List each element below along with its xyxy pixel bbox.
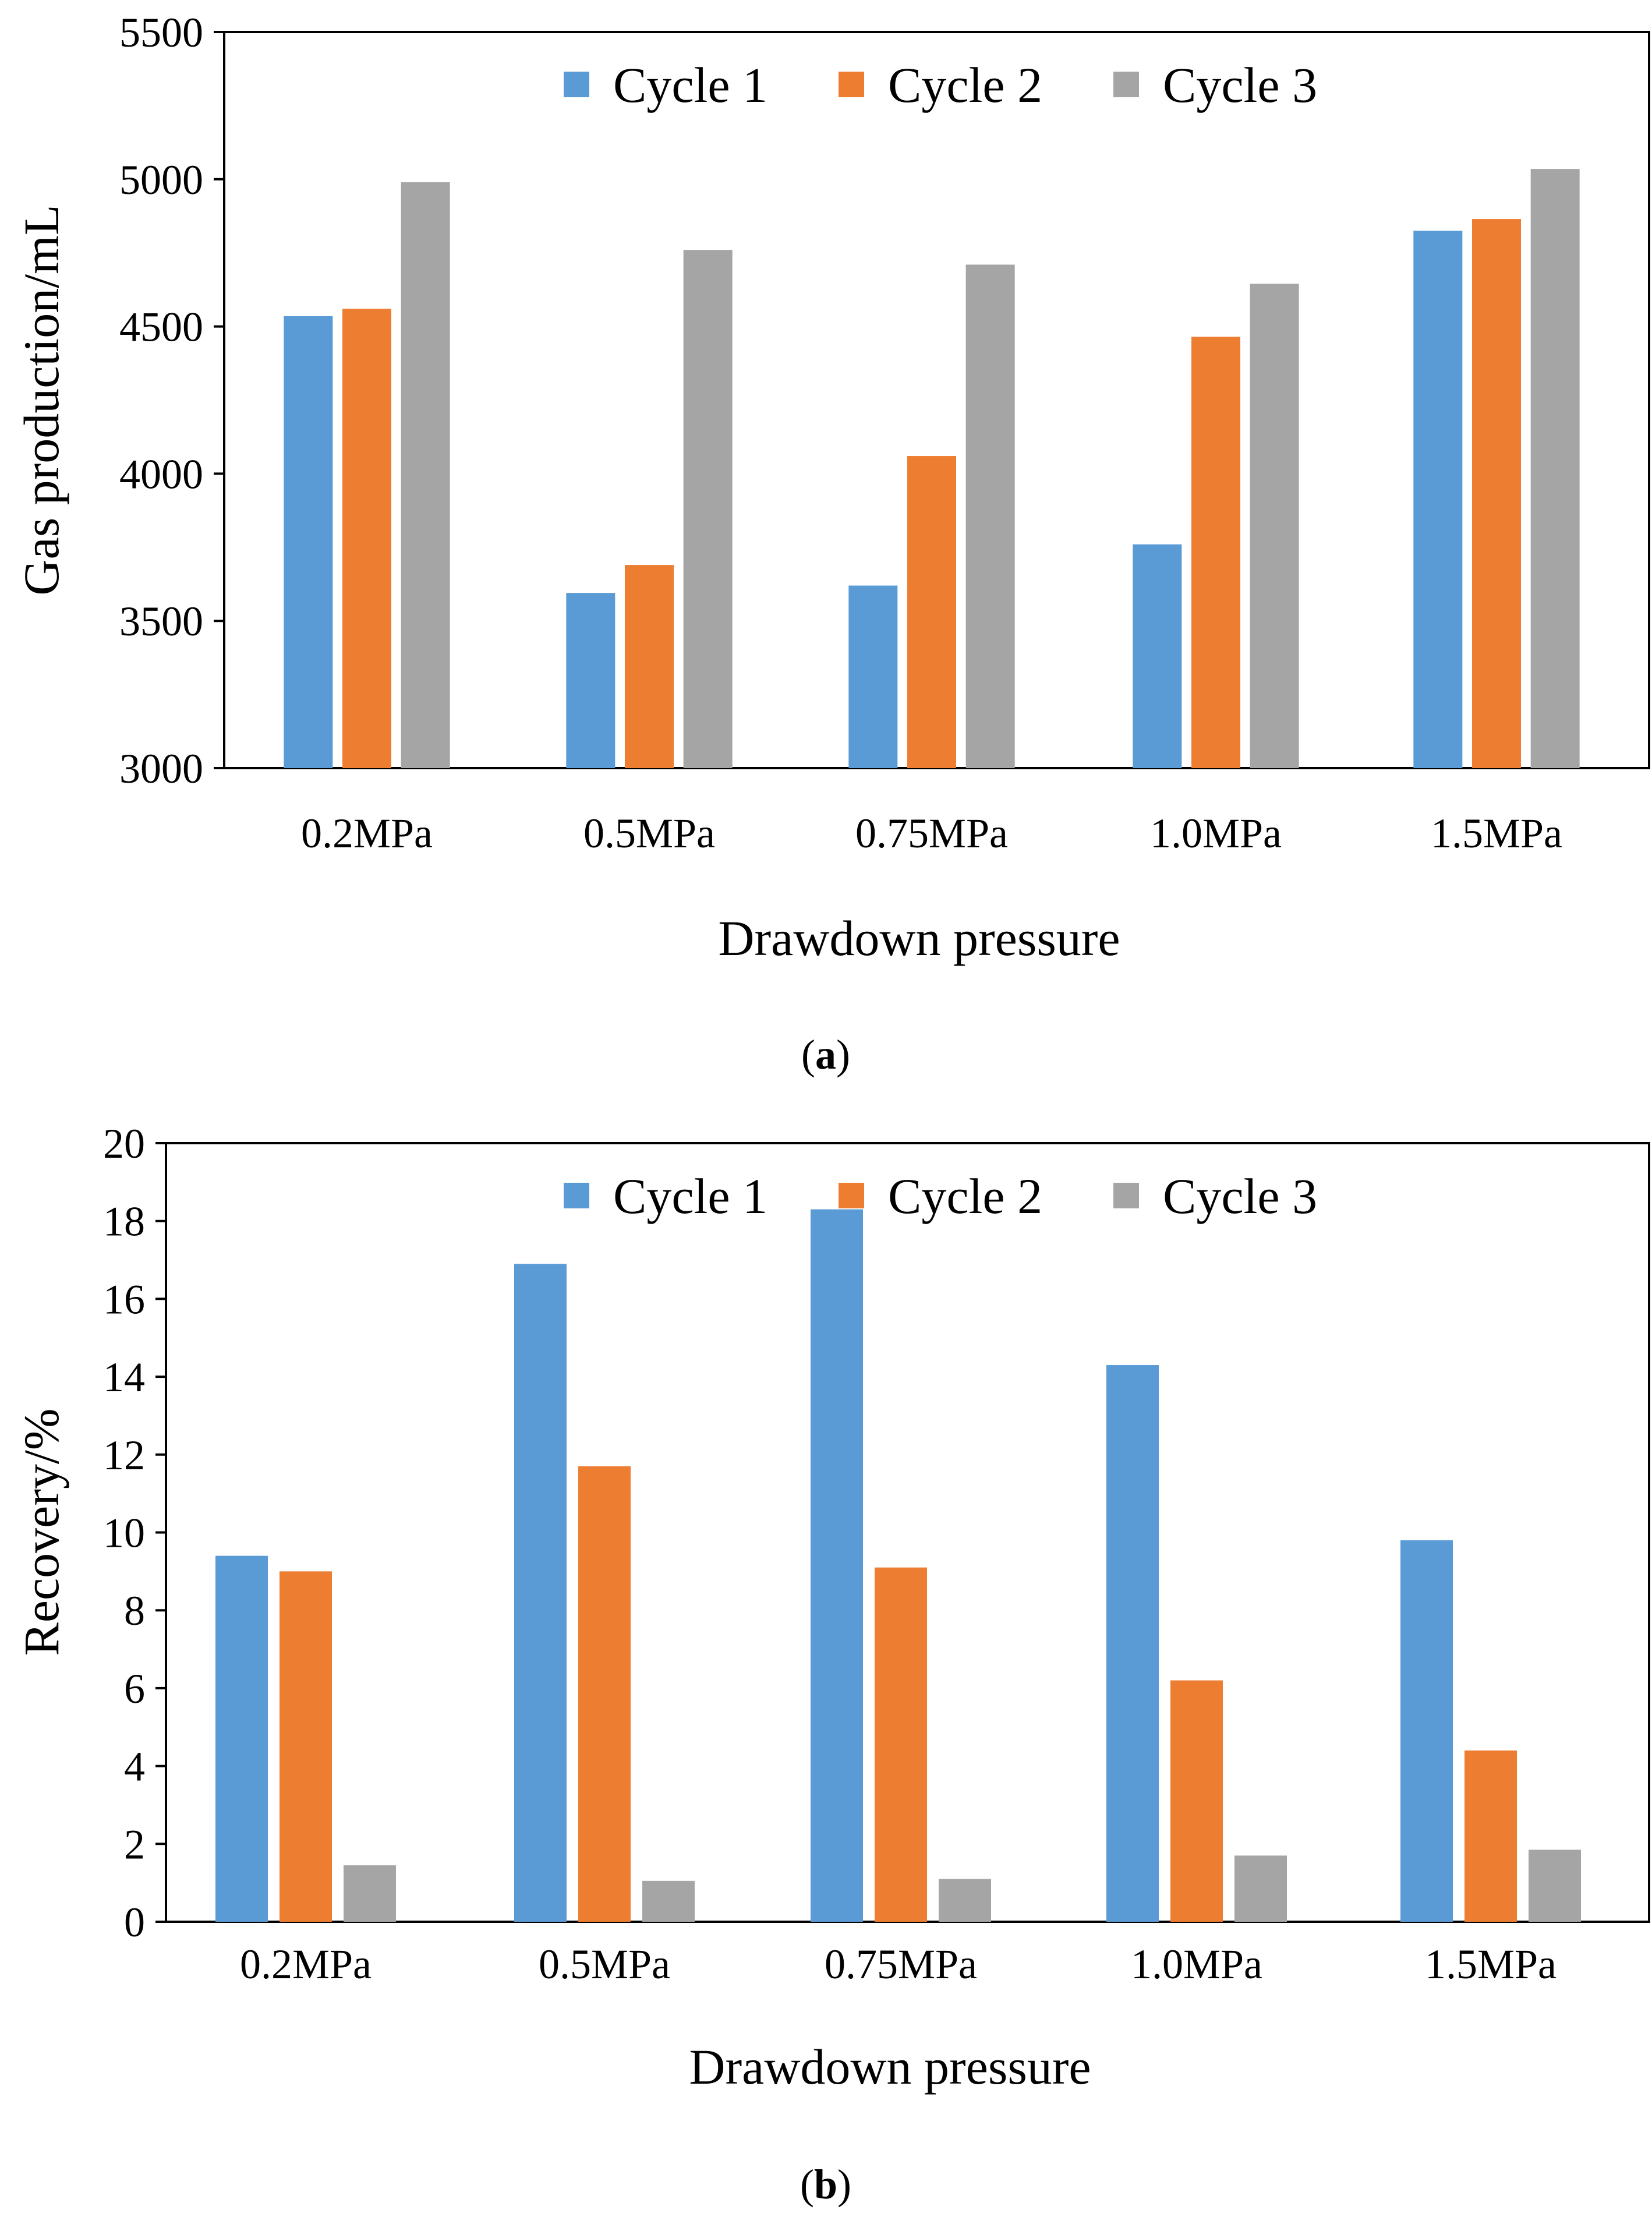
legend-label: Cycle 1 bbox=[613, 1168, 767, 1224]
x-tick-label: 1.0MPa bbox=[1131, 1941, 1262, 1988]
x-tick-label: 1.5MPa bbox=[1425, 1941, 1557, 1988]
y-tick-label: 20 bbox=[103, 1120, 145, 1167]
bar-cycle-1 bbox=[1133, 544, 1182, 768]
bar-cycle-3 bbox=[1234, 1855, 1287, 1922]
bar-cycle-2 bbox=[280, 1571, 332, 1922]
legend-label: Cycle 3 bbox=[1163, 1168, 1317, 1224]
x-axis-title: Drawdown pressure bbox=[718, 910, 1120, 966]
legend-swatch bbox=[1113, 72, 1139, 97]
bar-cycle-1 bbox=[284, 316, 333, 768]
x-tick-label: 0.75MPa bbox=[855, 810, 1008, 857]
legend-swatch bbox=[564, 1183, 589, 1208]
legend-label: Cycle 2 bbox=[888, 1168, 1042, 1224]
bar-cycle-3 bbox=[939, 1879, 991, 1922]
x-tick-label: 1.0MPa bbox=[1150, 810, 1282, 857]
y-tick-label: 4000 bbox=[119, 451, 203, 497]
figure-caption: (a) bbox=[801, 1031, 850, 1078]
bar-cycle-2 bbox=[1464, 1750, 1517, 1922]
chart-recovery: 0 2 4 6 8 10 12 14 16 18 20 0.2MPa 0.5MPa 0.75MPa 1.0M… bbox=[13, 1120, 1650, 2208]
chart-gas-production: 3000 3500 4000 4500 5000 5500 0.2MPa 0.5MPa 0.75… bbox=[13, 9, 1650, 1078]
legend-swatch bbox=[839, 1183, 864, 1208]
bar-cycle-1 bbox=[1400, 1540, 1453, 1922]
bar-cycle-3 bbox=[401, 182, 450, 769]
bar-cycle-3 bbox=[965, 264, 1015, 768]
bar-cycle-2 bbox=[875, 1567, 927, 1922]
y-tick-label: 3000 bbox=[119, 745, 203, 792]
x-tick-label: 0.5MPa bbox=[583, 810, 715, 857]
bar-cycle-1 bbox=[215, 1555, 268, 1922]
legend-swatch bbox=[839, 72, 864, 97]
bar-cycle-3 bbox=[1250, 284, 1299, 769]
y-tick-label: 18 bbox=[103, 1198, 145, 1245]
x-tick-label: 0.75MPa bbox=[825, 1941, 977, 1988]
bar-cycle-1 bbox=[848, 585, 898, 768]
y-tick-label: 16 bbox=[103, 1276, 145, 1323]
legend-label: Cycle 3 bbox=[1163, 57, 1317, 113]
bar-cycle-1 bbox=[566, 593, 615, 768]
bar-cycle-3 bbox=[1529, 1850, 1581, 1922]
bar-cycle-1 bbox=[1106, 1365, 1159, 1922]
bar-cycle-3 bbox=[1530, 169, 1580, 768]
x-tick-label: 0.2MPa bbox=[240, 1941, 372, 1988]
bar-cycle-2 bbox=[1472, 219, 1521, 768]
legend-label: Cycle 1 bbox=[613, 57, 767, 113]
y-axis-title: Recovery/% bbox=[13, 1408, 69, 1656]
bar-cycle-2 bbox=[1170, 1680, 1223, 1922]
y-tick-label: 5000 bbox=[119, 157, 203, 203]
bar-cycle-3 bbox=[642, 1880, 695, 1922]
y-axis-title: Gas production/mL bbox=[13, 204, 69, 595]
bar-cycle-2 bbox=[907, 456, 956, 768]
bar-cycle-3 bbox=[344, 1865, 396, 1922]
x-tick-label: 0.5MPa bbox=[539, 1941, 670, 1988]
x-axis-title: Drawdown pressure bbox=[689, 2039, 1091, 2095]
bar-cycle-1 bbox=[514, 1264, 567, 1922]
y-tick-label: 4500 bbox=[119, 304, 203, 351]
x-tick-label: 0.2MPa bbox=[301, 810, 433, 857]
y-tick-label: 3500 bbox=[119, 598, 203, 645]
bar-cycle-2 bbox=[342, 309, 391, 768]
legend-swatch bbox=[1113, 1183, 1139, 1208]
legend-swatch bbox=[564, 72, 589, 97]
bar-cycle-2 bbox=[1191, 337, 1240, 768]
bar-cycle-2 bbox=[625, 565, 674, 768]
y-tick-label: 14 bbox=[103, 1354, 145, 1401]
y-tick-label: 6 bbox=[124, 1666, 145, 1712]
x-tick-label: 1.5MPa bbox=[1431, 810, 1562, 857]
bar-cycle-3 bbox=[683, 250, 733, 768]
y-tick-label: 10 bbox=[103, 1510, 145, 1557]
legend-label: Cycle 2 bbox=[888, 57, 1042, 113]
y-tick-label: 4 bbox=[124, 1744, 145, 1790]
y-tick-label: 5500 bbox=[119, 9, 203, 56]
y-tick-label: 2 bbox=[124, 1821, 145, 1868]
bar-cycle-1 bbox=[1413, 231, 1463, 768]
y-tick-label: 0 bbox=[124, 1899, 145, 1946]
figure-caption: (b) bbox=[800, 2161, 851, 2208]
bar-cycle-1 bbox=[811, 1209, 863, 1922]
y-tick-label: 12 bbox=[103, 1432, 145, 1479]
bar-cycle-2 bbox=[578, 1466, 631, 1922]
y-tick-label: 8 bbox=[124, 1587, 145, 1634]
